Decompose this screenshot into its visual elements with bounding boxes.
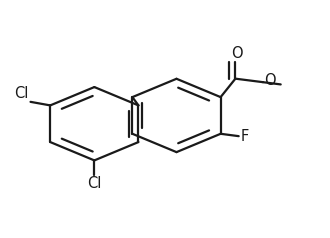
Text: F: F: [240, 129, 248, 144]
Text: O: O: [231, 46, 243, 61]
Text: O: O: [265, 74, 276, 89]
Text: Cl: Cl: [87, 176, 102, 191]
Text: Cl: Cl: [15, 86, 29, 101]
